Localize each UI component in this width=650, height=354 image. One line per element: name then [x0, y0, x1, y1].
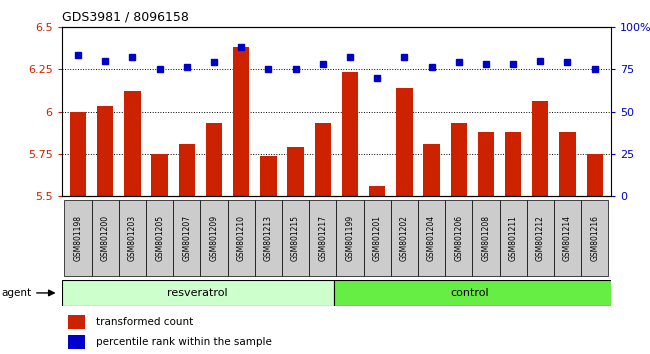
FancyBboxPatch shape [309, 200, 337, 276]
Text: GSM801213: GSM801213 [264, 215, 273, 261]
Bar [68, 315, 84, 329]
FancyBboxPatch shape [418, 200, 445, 276]
Bar [342, 73, 358, 196]
Text: GSM801216: GSM801216 [590, 215, 599, 261]
FancyBboxPatch shape [445, 200, 473, 276]
Text: GSM801205: GSM801205 [155, 215, 164, 261]
Bar [396, 88, 413, 196]
Text: resveratrol: resveratrol [168, 288, 228, 298]
FancyBboxPatch shape [554, 200, 581, 276]
Bar [315, 124, 331, 196]
Text: GSM801201: GSM801201 [372, 215, 382, 261]
Bar [478, 132, 494, 196]
Bar [369, 186, 385, 196]
FancyBboxPatch shape [473, 200, 499, 276]
FancyBboxPatch shape [227, 200, 255, 276]
FancyBboxPatch shape [62, 280, 333, 306]
Bar [560, 132, 576, 196]
Text: GSM801200: GSM801200 [101, 215, 110, 261]
Bar [97, 107, 113, 196]
Bar [532, 101, 549, 196]
Bar [68, 335, 84, 348]
FancyBboxPatch shape [363, 200, 391, 276]
FancyBboxPatch shape [92, 200, 119, 276]
FancyBboxPatch shape [119, 200, 146, 276]
Bar [260, 156, 276, 196]
Text: GSM801204: GSM801204 [427, 215, 436, 261]
Text: GSM801217: GSM801217 [318, 215, 328, 261]
Bar [206, 124, 222, 196]
FancyBboxPatch shape [581, 200, 608, 276]
Text: GSM801207: GSM801207 [183, 215, 191, 261]
FancyBboxPatch shape [337, 200, 363, 276]
FancyBboxPatch shape [174, 200, 200, 276]
Bar [505, 132, 521, 196]
Text: GDS3981 / 8096158: GDS3981 / 8096158 [62, 11, 188, 24]
FancyBboxPatch shape [499, 200, 526, 276]
FancyBboxPatch shape [333, 280, 622, 306]
Text: GSM801208: GSM801208 [482, 215, 490, 261]
Bar [450, 124, 467, 196]
Text: control: control [450, 288, 489, 298]
Bar [233, 47, 250, 196]
Text: agent: agent [1, 288, 31, 298]
FancyBboxPatch shape [146, 200, 174, 276]
FancyBboxPatch shape [200, 200, 227, 276]
Bar [179, 144, 195, 196]
Text: GSM801199: GSM801199 [345, 215, 354, 261]
FancyBboxPatch shape [255, 200, 282, 276]
FancyBboxPatch shape [526, 200, 554, 276]
Text: GSM801211: GSM801211 [508, 215, 517, 261]
Text: GSM801198: GSM801198 [73, 215, 83, 261]
Bar [124, 91, 140, 196]
Text: percentile rank within the sample: percentile rank within the sample [96, 337, 272, 347]
Bar [151, 154, 168, 196]
Text: GSM801209: GSM801209 [209, 215, 218, 261]
Bar [423, 144, 439, 196]
Text: GSM801206: GSM801206 [454, 215, 463, 261]
Text: GSM801210: GSM801210 [237, 215, 246, 261]
Text: GSM801203: GSM801203 [128, 215, 137, 261]
Bar [70, 112, 86, 196]
Bar [287, 147, 304, 196]
Text: GSM801215: GSM801215 [291, 215, 300, 261]
Text: transformed count: transformed count [96, 318, 193, 327]
Bar [586, 154, 603, 196]
Text: GSM801212: GSM801212 [536, 215, 545, 261]
Text: GSM801214: GSM801214 [563, 215, 572, 261]
FancyBboxPatch shape [282, 200, 309, 276]
FancyBboxPatch shape [391, 200, 418, 276]
Text: GSM801202: GSM801202 [400, 215, 409, 261]
FancyBboxPatch shape [64, 200, 92, 276]
